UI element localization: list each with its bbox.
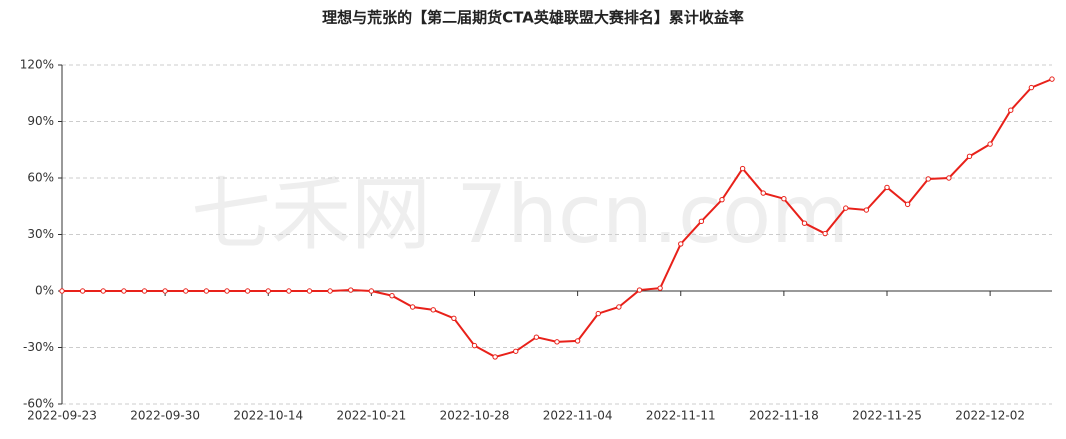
point [348, 287, 354, 293]
point [760, 190, 766, 196]
point [286, 288, 292, 294]
y-tick-label: 90% [27, 114, 54, 128]
point [678, 241, 684, 247]
point [904, 201, 911, 208]
x-tick-label: 2022-12-02 [955, 409, 1025, 423]
x-tick-label: 2022-10-14 [233, 409, 303, 423]
y-tick-label: 60% [27, 171, 54, 185]
point [843, 205, 849, 211]
watermark: 七禾网 7hcn.com [191, 168, 849, 261]
point [183, 288, 189, 294]
point [884, 184, 890, 191]
point [79, 288, 86, 294]
point [265, 288, 271, 294]
x-tick-label: 2022-11-18 [749, 409, 819, 423]
point [698, 218, 705, 225]
point [327, 288, 333, 294]
y-tick-label: -60% [23, 397, 54, 411]
point [389, 293, 395, 299]
point [1008, 107, 1014, 113]
point [801, 220, 808, 226]
point [306, 288, 313, 294]
point [987, 141, 993, 147]
point [1049, 76, 1055, 82]
point [451, 315, 457, 322]
point [471, 342, 478, 349]
point [1028, 84, 1035, 91]
point [513, 348, 519, 354]
point [822, 230, 828, 237]
point [946, 175, 952, 181]
point [863, 207, 870, 213]
point [492, 354, 498, 360]
point [595, 310, 601, 317]
point [203, 288, 210, 294]
point [781, 196, 787, 202]
point [430, 307, 436, 313]
point [739, 165, 746, 172]
x-tick-label: 2022-09-30 [130, 409, 200, 423]
point [636, 287, 643, 293]
point [162, 288, 168, 294]
point [244, 288, 251, 294]
point [554, 339, 560, 345]
point [141, 288, 148, 294]
y-tick-label: 30% [27, 227, 54, 241]
point [224, 288, 230, 294]
point [966, 153, 973, 160]
point [574, 338, 581, 344]
point [925, 176, 931, 182]
x-tick-label: 2022-11-04 [543, 409, 613, 423]
point [657, 285, 663, 291]
x-tick-label: 2022-10-21 [337, 409, 407, 423]
point [616, 304, 622, 310]
x-tick-label: 2022-11-25 [852, 409, 922, 423]
point [121, 288, 127, 294]
y-tick-label: 120% [20, 58, 54, 72]
y-tick-label: 0% [35, 284, 54, 298]
x-tick-label: 2022-10-28 [440, 409, 510, 423]
y-tick-label: -30% [23, 340, 54, 354]
x-tick-label: 2022-11-11 [646, 409, 716, 423]
x-tick-label: 2022-09-23 [27, 409, 97, 423]
point [409, 304, 416, 310]
point [533, 334, 540, 340]
point [59, 288, 65, 294]
point [719, 196, 725, 203]
chart-title: 理想与荒张的【第二届期货CTA英雄联盟大赛排名】累计收益率 [322, 9, 744, 27]
point [368, 288, 375, 294]
point [100, 288, 106, 294]
